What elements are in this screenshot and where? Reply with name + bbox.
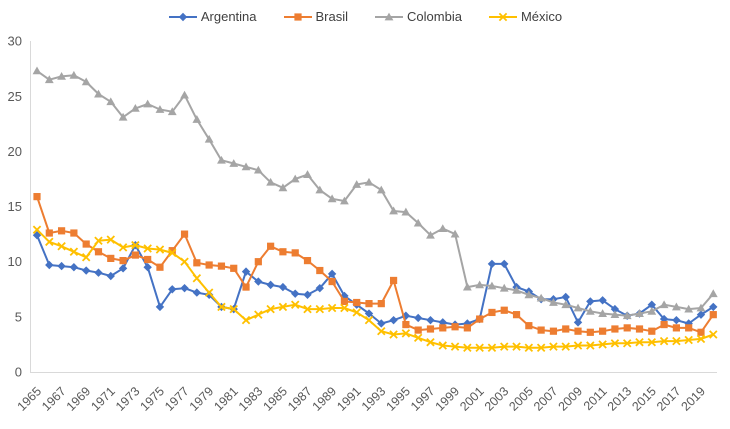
x-tick-label: 1969 [64,384,94,414]
x-tick-label: 2013 [605,384,635,414]
x-tick-label: 1991 [334,384,364,414]
argentina-series-marker-icon [168,12,197,22]
mxico-series-marker-icon [488,12,517,22]
x-tick-label: 2001 [457,384,487,414]
x-tick-label: 2003 [482,384,512,414]
y-tick-label: 20 [8,144,22,159]
legend-label: Brasil [315,9,349,24]
legend-item-brasil: Brasil [283,6,349,28]
x-tick-label: 1973 [113,384,143,414]
x-tick-label: 2019 [679,384,709,414]
x-tick-label: 1997 [408,384,438,414]
x-tick-label: 2005 [506,384,536,414]
x-tick-label: 1981 [211,384,241,414]
chart-legend: Argentina Brasil Colombia México [0,6,730,28]
x-tick-label: 1993 [359,384,389,414]
series-colombia [32,66,718,320]
x-tick-label: 1965 [15,384,45,414]
x-tick-label: 2011 [581,384,610,413]
x-tick-label: 1967 [39,384,69,414]
legend-item-argentina: Argentina [168,6,257,28]
y-tick-label: 0 [15,365,22,380]
y-tick-label: 15 [8,199,22,214]
x-tick-label: 1983 [236,384,266,414]
x-tick-label: 1979 [187,384,217,414]
x-tick-label: 1975 [138,384,168,414]
x-tick-label: 2007 [531,384,561,414]
y-tick-label: 10 [8,254,22,269]
legend-item-colombia: Colombia [374,6,462,28]
x-tick-label: 1987 [285,384,315,414]
y-tick-label: 25 [8,89,22,104]
brasil-series-marker-icon [283,13,312,21]
x-tick-label: 2015 [629,384,659,414]
series-line [36,70,715,317]
series-mxico [32,225,718,352]
x-tick-label: 1985 [260,384,290,414]
series-brasil [33,193,717,336]
series-line [36,196,715,334]
y-tick-label: 5 [15,309,22,324]
series-line [36,228,714,349]
legend-label: Colombia [407,9,462,24]
y-tick-label: 30 [8,34,22,49]
legend-label: México [520,9,563,24]
x-tick-label: 1995 [383,384,413,414]
x-tick-label: 1999 [433,384,463,414]
legend-label: Argentina [200,9,257,24]
x-tick-label: 1989 [310,384,340,414]
x-tick-label: 2009 [556,384,586,414]
x-tick-label: 1971 [88,384,118,414]
x-tick-label: 2017 [654,384,684,414]
colombia-series-marker-icon [375,12,404,21]
legend-item-mxico: México [488,6,562,28]
x-tick-label: 1977 [162,384,192,414]
